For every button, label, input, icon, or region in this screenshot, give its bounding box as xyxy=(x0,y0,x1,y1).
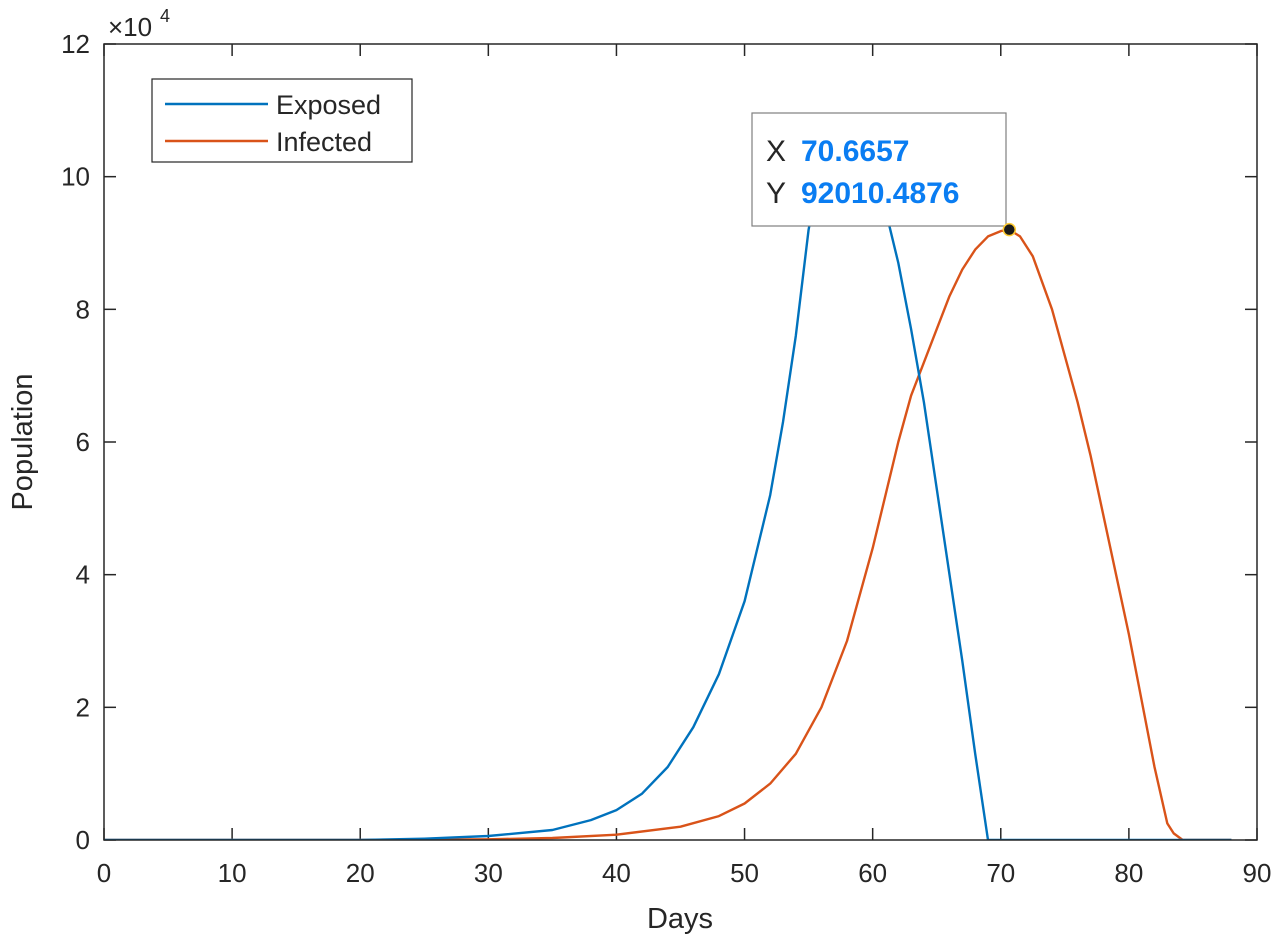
plot-background xyxy=(104,44,1257,840)
x-tick-label: 60 xyxy=(858,858,887,888)
y-tick-label: 8 xyxy=(76,294,90,324)
x-tick-label: 30 xyxy=(474,858,503,888)
y-tick-label: 0 xyxy=(76,825,90,855)
datatip[interactable]: X 70.6657 Y 92010.4876 xyxy=(751,112,1017,237)
legend-label-infected: Infected xyxy=(276,127,372,157)
x-tick-label: 90 xyxy=(1243,858,1272,888)
y-tick-label: 2 xyxy=(76,692,90,722)
datatip-y-key: Y xyxy=(766,177,786,210)
x-tick-label: 70 xyxy=(986,858,1015,888)
y-exponent-label: ×10 xyxy=(108,12,152,42)
y-tick-label: 6 xyxy=(76,427,90,457)
infected-series-line[interactable] xyxy=(104,228,1232,840)
legend-box xyxy=(151,78,413,163)
y-axis-label: Population xyxy=(7,373,39,510)
axes-box xyxy=(103,43,1258,841)
tick-labels: 0 10 20 30 40 50 60 70 80 90 0 2 4 6 8 10 12 xyxy=(61,29,1271,888)
datatip-box xyxy=(751,112,1007,227)
x-tick-label: 0 xyxy=(97,858,111,888)
x-tick-label: 20 xyxy=(346,858,375,888)
y-tick-label: 12 xyxy=(61,29,90,59)
legend: Exposed Infected xyxy=(151,78,413,163)
datatip-x-key: X xyxy=(766,135,786,168)
y-tick-label: 4 xyxy=(76,560,90,590)
x-tick-label: 10 xyxy=(218,858,247,888)
tick-marks xyxy=(103,43,1258,841)
x-axis-label: Days xyxy=(647,903,713,935)
datatip-x-value: 70.6657 xyxy=(801,135,909,168)
datatip-marker[interactable] xyxy=(1002,222,1017,237)
x-tick-label: 50 xyxy=(730,858,759,888)
legend-label-exposed: Exposed xyxy=(276,90,381,120)
datatip-y-value: 92010.4876 xyxy=(801,177,960,210)
x-tick-label: 80 xyxy=(1114,858,1143,888)
y-exponent-power: 4 xyxy=(160,6,170,26)
x-tick-label: 40 xyxy=(602,858,631,888)
y-tick-label: 10 xyxy=(61,162,90,192)
